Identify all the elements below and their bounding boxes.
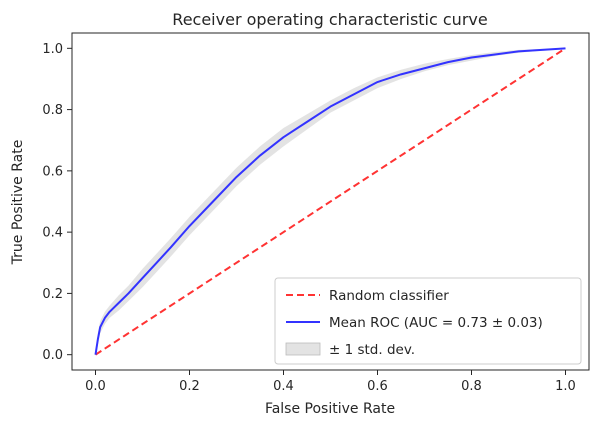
x-tick-label: 0.2 bbox=[179, 379, 200, 394]
y-tick-label: 0.6 bbox=[42, 164, 63, 179]
y-tick-label: 1.0 bbox=[42, 42, 63, 57]
mean-roc-line bbox=[94, 47, 566, 355]
legend-label: ± 1 std. dev. bbox=[329, 342, 415, 358]
legend-box bbox=[274, 277, 582, 365]
x-tick-label: 0.8 bbox=[461, 379, 482, 394]
plot-frame bbox=[71, 32, 590, 371]
x-tick-label: 0.4 bbox=[273, 379, 294, 394]
plot-area bbox=[94, 47, 567, 356]
x-tick-label: 0.0 bbox=[85, 379, 106, 394]
legend: Random classifier Mean ROC (AUC = 0.73 ± … bbox=[274, 277, 582, 365]
y-tick-label: 0.4 bbox=[42, 226, 63, 241]
axis-ticks: 0.0 0.2 0.4 0.6 0.8 1.0 0.0 0.2 0.4 0.6 0.8 1.0 bbox=[42, 42, 576, 394]
legend-swatch-band bbox=[285, 342, 321, 356]
x-tick-label: 0.6 bbox=[367, 379, 388, 394]
y-tick-label: 0.0 bbox=[42, 348, 63, 363]
y-axis-label: True Positive Rate bbox=[10, 140, 26, 266]
legend-label: Mean ROC (AUC = 0.73 ± 0.03) bbox=[329, 315, 543, 331]
y-tick-label: 0.8 bbox=[42, 103, 63, 118]
x-axis-label: False Positive Rate bbox=[265, 401, 395, 417]
random-classifier-line bbox=[94, 47, 567, 356]
y-tick-label: 0.2 bbox=[42, 287, 63, 302]
std-dev-band bbox=[95, 48, 566, 355]
x-tick-label: 1.0 bbox=[555, 379, 576, 394]
chart-title: Receiver operating characteristic curve bbox=[172, 10, 487, 29]
legend-label: Random classifier bbox=[329, 288, 449, 304]
